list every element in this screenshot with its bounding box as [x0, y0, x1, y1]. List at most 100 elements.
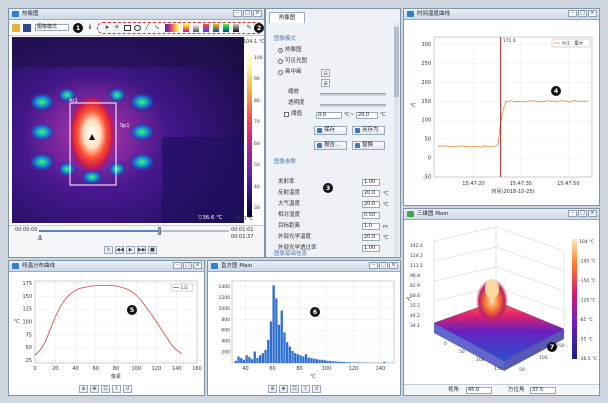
- param-rows: 发射率 1.00 反射温度 20.0 ℃ 大气温度 20.0 ℃ 相对湿度 0.50 目标距离 1.0…: [266, 169, 400, 252]
- open-folder-icon[interactable]: [12, 24, 20, 32]
- line-profile-chart[interactable]: 175 150 125 100 75 50 250 20 40 60 80 100 120 140 160 L…: [9, 273, 204, 383]
- param-input[interactable]: 20.0: [362, 234, 380, 241]
- playback-thumb[interactable]: [157, 227, 161, 235]
- scale-slider[interactable]: [320, 93, 386, 96]
- param-label: 反射温度: [278, 190, 301, 196]
- maximize-button[interactable]: □: [578, 10, 587, 17]
- callout-badge-1: 1: [73, 23, 83, 33]
- callout-badge-7: 7: [547, 342, 557, 352]
- radio-thermal[interactable]: [278, 48, 283, 53]
- playback-track[interactable]: [39, 227, 229, 235]
- histogram-bar: [299, 355, 302, 363]
- param-input[interactable]: 20.0: [362, 201, 380, 208]
- zoom-in-icon[interactable]: ⊕: [268, 385, 277, 393]
- save-as-button[interactable]: 另存为: [352, 126, 385, 135]
- y-tick-label: 175: [22, 281, 32, 287]
- area-marker-ar1[interactable]: [69, 102, 117, 186]
- select-icon[interactable]: ➤: [104, 24, 110, 31]
- param-input[interactable]: 1.00: [362, 245, 380, 252]
- threshold-low-input[interactable]: 0.0: [316, 112, 342, 119]
- zoom-in-icon[interactable]: ⊕: [79, 385, 88, 393]
- azim-input[interactable]: 37.5: [530, 387, 556, 394]
- mode-select[interactable]: 图像模式: [35, 24, 69, 31]
- maximize-button[interactable]: □: [183, 262, 192, 269]
- threshold-checkbox[interactable]: [284, 112, 289, 117]
- surface-3d-plot[interactable]: 142.4124.2111.296.882.968.655.744.234.1 …: [404, 221, 599, 383]
- crosshair-icon[interactable]: ✛: [114, 24, 120, 31]
- radio-visible[interactable]: [278, 59, 283, 64]
- histogram-bar: [264, 349, 267, 363]
- y-tick-label: 1200: [219, 295, 231, 301]
- close-button[interactable]: ×: [253, 10, 262, 17]
- x-tick-label: 20: [52, 366, 58, 372]
- minimize-button[interactable]: –: [233, 10, 242, 17]
- param-input[interactable]: 1.00: [362, 179, 380, 186]
- forward-button[interactable]: ▶▶: [137, 246, 146, 254]
- rewind-button[interactable]: ◀◀: [115, 246, 124, 254]
- histogram-bar: [356, 362, 359, 363]
- polyline-icon[interactable]: ∿: [154, 24, 160, 31]
- stop-button[interactable]: ■: [148, 246, 157, 254]
- bars-icon-4[interactable]: [213, 24, 219, 32]
- report-button[interactable]: 报告...: [314, 141, 347, 150]
- histogram-bar: [267, 340, 270, 363]
- tab-thermal[interactable]: 热像图: [269, 12, 305, 23]
- colorbar-tick-label: -85 ℃: [579, 317, 593, 323]
- minimize-button[interactable]: –: [568, 210, 577, 217]
- maximize-button[interactable]: □: [243, 10, 252, 17]
- close-button[interactable]: ×: [193, 262, 202, 269]
- maximize-button[interactable]: □: [379, 262, 388, 269]
- threshold-high-input[interactable]: 20.0: [356, 112, 378, 119]
- transparency-slider[interactable]: [320, 104, 386, 107]
- spot-label: Sp1: [120, 123, 130, 129]
- bars-icon-2[interactable]: [193, 24, 199, 32]
- histogram-chart[interactable]: 1400 1200 1000 800 600 400 200 40 60 80 100 120 140 ℃: [208, 273, 400, 383]
- minimize-button[interactable]: –: [568, 10, 577, 17]
- reset-icon[interactable]: ↺: [312, 385, 321, 393]
- param-label: 外部光学温度: [278, 234, 312, 240]
- close-button[interactable]: ×: [389, 262, 398, 269]
- download-icon[interactable]: ⇓: [87, 24, 93, 31]
- reset-icon[interactable]: ↺: [123, 385, 132, 393]
- radio-fusion[interactable]: [278, 70, 283, 75]
- bars-icon-1[interactable]: [183, 24, 189, 32]
- close-button[interactable]: ×: [588, 210, 597, 217]
- histogram-bar: [261, 353, 264, 363]
- loop-button[interactable]: ↻: [104, 246, 113, 254]
- play-button[interactable]: ▶: [126, 246, 135, 254]
- pan-icon[interactable]: ✥: [90, 385, 99, 393]
- export-icon[interactable]: ⇪: [301, 385, 310, 393]
- param-input[interactable]: 1.0: [362, 223, 380, 230]
- replace-button[interactable]: 替换: [352, 141, 385, 150]
- fit-icon[interactable]: ⊡: [101, 385, 110, 393]
- param-input[interactable]: 0.50: [362, 212, 380, 219]
- minimize-button[interactable]: –: [173, 262, 182, 269]
- save-button[interactable]: 保存: [314, 126, 347, 135]
- line-icon[interactable]: ╱: [145, 24, 149, 31]
- cursor-label: 171.0: [503, 38, 516, 44]
- visible-options-icon[interactable]: ⊟: [321, 69, 330, 77]
- palette-icon[interactable]: [165, 24, 179, 32]
- bars-icon-6[interactable]: [233, 24, 239, 32]
- maximize-button[interactable]: □: [578, 210, 587, 217]
- save-icon[interactable]: [23, 24, 31, 32]
- bars-icon-5[interactable]: [223, 24, 229, 32]
- bars-icon-3[interactable]: [203, 24, 209, 32]
- fusion-options-icon[interactable]: ⊞: [321, 79, 330, 87]
- scale-tick-label: 90: [254, 77, 260, 83]
- thermal-image[interactable]: Ar1 Sp1 ▲ ▽36.6 ℃: [12, 37, 244, 223]
- close-button[interactable]: ×: [588, 10, 597, 17]
- temp-time-chart[interactable]: 300 250 200 150 100 50 0 -50 15:47:20 15:47:35 15:…: [404, 21, 599, 205]
- minimize-button[interactable]: –: [369, 262, 378, 269]
- export-icon[interactable]: ⇪: [112, 385, 121, 393]
- draw-icon[interactable]: ✎: [246, 24, 252, 31]
- param-input[interactable]: 20.0: [362, 190, 380, 197]
- fit-icon[interactable]: ⊡: [290, 385, 299, 393]
- elev-input[interactable]: 45.0: [466, 387, 492, 394]
- ellipse-icon[interactable]: [133, 24, 141, 32]
- histogram-bar: [275, 298, 278, 363]
- rect-icon[interactable]: [123, 24, 131, 32]
- legend-label: Li1: [181, 285, 188, 291]
- settings-scrollbar[interactable]: [394, 23, 399, 257]
- pan-icon[interactable]: ✥: [279, 385, 288, 393]
